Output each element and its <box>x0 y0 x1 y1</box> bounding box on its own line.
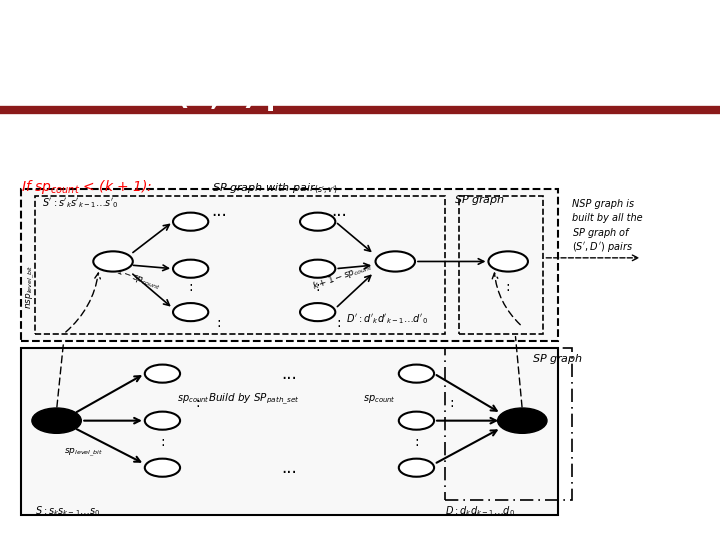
Text: Build by $SP_{path\_set}$: Build by $SP_{path\_set}$ <box>208 392 300 407</box>
Circle shape <box>145 411 180 430</box>
Text: $nsp_{level\_bit}$: $nsp_{level\_bit}$ <box>24 265 37 309</box>
Circle shape <box>145 458 180 477</box>
Text: ...: ... <box>331 202 347 220</box>
Text: :: : <box>449 396 454 409</box>
Circle shape <box>376 251 415 272</box>
Circle shape <box>498 408 547 433</box>
Text: SP and NSP Graph are disjoint with: SP and NSP Graph are disjoint with <box>120 30 672 58</box>
Text: $D': d'_k d'_{k-1} \ldots d'_0$: $D': d'_k d'_{k-1} \ldots d'_0$ <box>346 313 428 326</box>
FancyBboxPatch shape <box>22 189 557 341</box>
Text: :: : <box>315 280 320 294</box>
Text: $k+1-sp_{count}$: $k+1-sp_{count}$ <box>99 259 163 293</box>
Text: $SP$ graph: $SP$ graph <box>454 193 505 207</box>
Text: $S: s_k s_{k-1} \ldots s_0$: $S: s_k s_{k-1} \ldots s_0$ <box>35 504 101 518</box>
Text: If $sp_{count}$ < (k + 1):: If $sp_{count}$ < (k + 1): <box>22 178 153 196</box>
Text: :: : <box>506 280 510 294</box>
Text: $sp_{count}$: $sp_{count}$ <box>176 393 210 405</box>
Circle shape <box>173 260 208 278</box>
Text: ...: ... <box>282 364 297 383</box>
Text: :: : <box>414 435 419 449</box>
Text: $(S', D')$ pairs: $(S', D')$ pairs <box>572 240 633 254</box>
Text: ...: ... <box>282 458 297 477</box>
Circle shape <box>488 251 528 272</box>
Text: :: : <box>336 316 341 330</box>
Circle shape <box>399 364 434 383</box>
Circle shape <box>173 213 208 231</box>
Text: $k+1-sp_{count}$: $k+1-sp_{count}$ <box>310 259 374 293</box>
Circle shape <box>94 251 132 272</box>
Text: $sp_{level\_bit}$: $sp_{level\_bit}$ <box>63 447 103 460</box>
FancyBboxPatch shape <box>22 348 557 515</box>
Text: built by all the: built by all the <box>572 213 642 223</box>
Text: (S,D) pair: (S,D) pair <box>176 83 328 111</box>
Text: ...: ... <box>211 202 227 220</box>
Text: $S': s'_k s'_{k-1} \ldots s'_0$: $S': s'_k s'_{k-1} \ldots s'_0$ <box>42 197 119 211</box>
Circle shape <box>399 411 434 430</box>
Circle shape <box>145 364 180 383</box>
Circle shape <box>399 458 434 477</box>
Circle shape <box>300 303 336 321</box>
Text: :: : <box>160 435 165 449</box>
Circle shape <box>300 213 336 231</box>
Text: :: : <box>189 280 193 294</box>
Circle shape <box>32 408 81 433</box>
Circle shape <box>300 260 336 278</box>
Text: $sp_{count}$: $sp_{count}$ <box>363 393 395 405</box>
Text: $SP$ graph: $SP$ graph <box>532 352 583 366</box>
Text: :: : <box>217 316 221 330</box>
Text: :: : <box>195 396 200 409</box>
Text: $SP$ graph of: $SP$ graph of <box>572 226 631 240</box>
Text: $SP$ graph with $pair_{(s', v')}$: $SP$ graph with $pair_{(s', v')}$ <box>212 182 338 197</box>
Text: NSP graph is: NSP graph is <box>572 199 634 208</box>
Text: $D: d_k d_{k-1} \ldots d_0$: $D: d_k d_{k-1} \ldots d_0$ <box>445 504 515 518</box>
Circle shape <box>173 303 208 321</box>
